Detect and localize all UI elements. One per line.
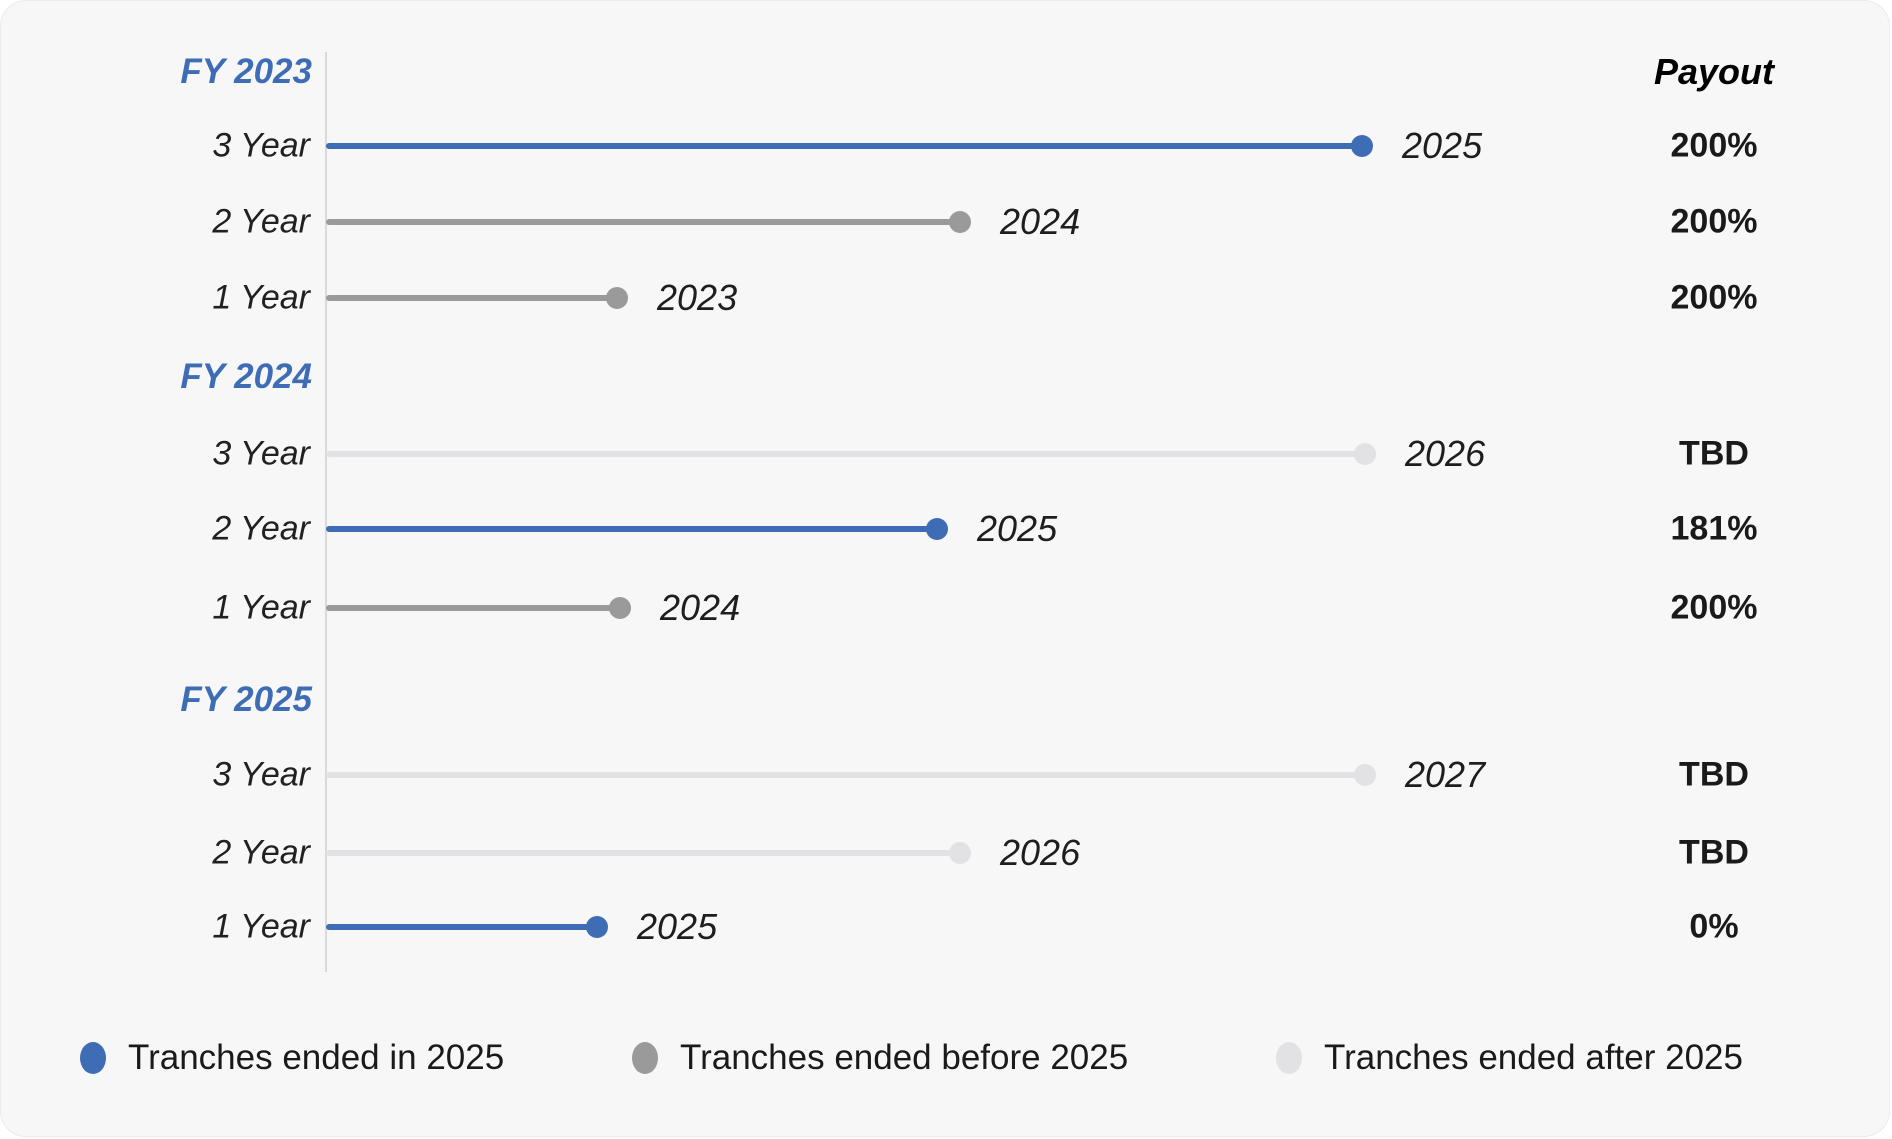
payout-value: 200%: [1670, 588, 1758, 627]
tranche-line: [326, 451, 1365, 457]
group-header-fy-2025: FY 2025: [180, 680, 312, 719]
legend-dot-before2025: [632, 1042, 658, 1074]
tranche-line: [326, 526, 937, 532]
tranche-end-dot: [1354, 764, 1376, 786]
tranche-line: [326, 924, 597, 930]
tranche-end-dot: [949, 842, 971, 864]
payout-value: 181%: [1670, 509, 1758, 548]
y-axis-line: [325, 52, 327, 972]
tranche-end-dot: [609, 597, 631, 619]
tranche-end-year: 2026: [1405, 433, 1486, 474]
tranche-end-year: 2025: [1402, 125, 1483, 166]
legend-dot-after2025: [1276, 1042, 1302, 1074]
tranche-end-year: 2023: [657, 277, 738, 318]
row-label: 3 Year: [212, 755, 310, 794]
row-label: 1 Year: [212, 588, 310, 627]
payout-value: 0%: [1689, 907, 1739, 946]
legend-label: Tranches ended after 2025: [1324, 1038, 1743, 1077]
payout-value: TBD: [1679, 755, 1749, 794]
tranche-end-dot: [1351, 135, 1373, 157]
legend-item-in2025: Tranches ended in 2025: [80, 1038, 504, 1078]
tranche-end-year: 2027: [1405, 754, 1486, 795]
legend-item-after2025: Tranches ended after 2025: [1276, 1038, 1743, 1078]
tranche-end-year: 2026: [1000, 832, 1081, 873]
tranche-line: [326, 772, 1365, 778]
legend-dot-in2025: [80, 1042, 106, 1074]
payout-value: 200%: [1670, 126, 1758, 165]
row-label: 2 Year: [212, 202, 310, 241]
tranche-end-year: 2025: [977, 508, 1058, 549]
payout-column-header: Payout: [1653, 51, 1775, 92]
tranche-line: [326, 605, 620, 611]
row-label: 1 Year: [212, 907, 310, 946]
payout-value: TBD: [1679, 434, 1749, 473]
legend-label: Tranches ended before 2025: [680, 1038, 1129, 1077]
tranche-line: [326, 850, 960, 856]
legend-label: Tranches ended in 2025: [128, 1038, 505, 1077]
tranche-end-year: 2025: [637, 906, 718, 947]
legend-item-before2025: Tranches ended before 2025: [632, 1038, 1128, 1078]
tranche-end-year: 2024: [660, 587, 741, 628]
tranche-line: [326, 219, 960, 225]
payout-value: 200%: [1670, 278, 1758, 317]
row-label: 3 Year: [212, 434, 310, 473]
row-label: 2 Year: [212, 509, 310, 548]
group-header-fy-2023: FY 2023: [180, 52, 312, 91]
row-label: 1 Year: [212, 278, 310, 317]
tranche-line: [326, 143, 1362, 149]
group-header-fy-2024: FY 2024: [180, 357, 312, 396]
tranche-end-dot: [606, 287, 628, 309]
row-label: 2 Year: [212, 833, 310, 872]
tranche-end-dot: [949, 211, 971, 233]
row-label: 3 Year: [212, 126, 310, 165]
tranche-end-dot: [926, 518, 948, 540]
tranche-end-dot: [586, 916, 608, 938]
tranche-end-dot: [1354, 443, 1376, 465]
payout-value: 200%: [1670, 202, 1758, 241]
payout-value: TBD: [1679, 833, 1749, 872]
tranche-line: [326, 295, 617, 301]
tranche-end-year: 2024: [1000, 201, 1081, 242]
